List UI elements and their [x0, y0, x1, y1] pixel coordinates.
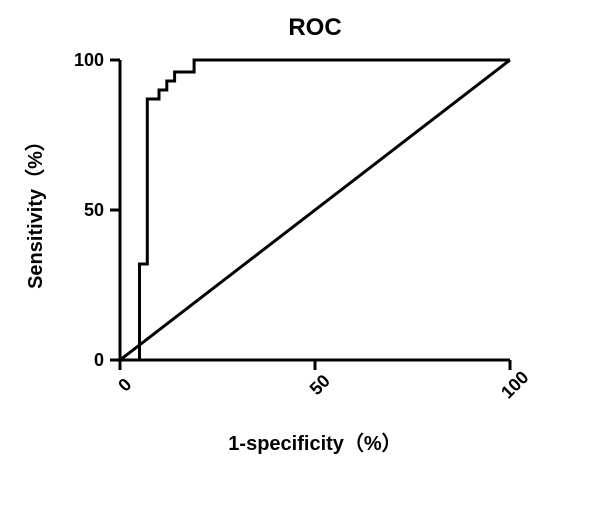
- chart-title: ROC: [288, 14, 341, 41]
- y-axis-label: Sensitivity（%）: [24, 131, 47, 289]
- roc-svg: ROC050100050100Sensitivity（%）1-specifici…: [0, 0, 600, 509]
- y-tick-label: 50: [84, 200, 104, 220]
- y-tick-label: 0: [94, 350, 104, 370]
- roc-chart: ROC050100050100Sensitivity（%）1-specifici…: [0, 0, 600, 509]
- y-tick-label: 100: [74, 50, 104, 70]
- x-axis-label: 1-specificity（%）: [228, 432, 401, 455]
